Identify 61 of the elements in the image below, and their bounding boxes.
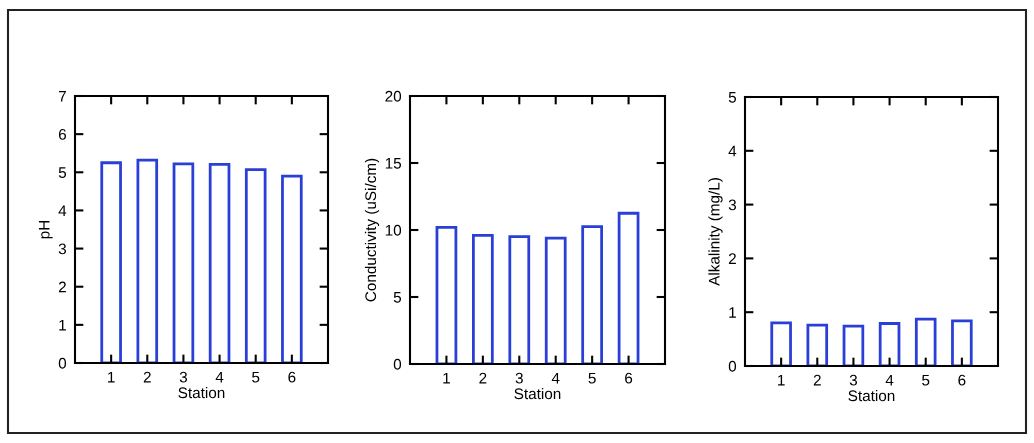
- x-tick-label: 6: [958, 374, 966, 386]
- y-tick-label: 3: [728, 199, 736, 211]
- x-tick-label: 5: [252, 371, 260, 383]
- x-tick-label: 5: [588, 372, 596, 384]
- y-tick-label: 2: [58, 281, 66, 293]
- x-tick-label: 1: [108, 371, 115, 383]
- bar: [617, 211, 640, 364]
- x-tick-label: 3: [179, 371, 188, 383]
- x-tick-label: 2: [813, 374, 821, 386]
- y-tick-label: 5: [728, 92, 737, 103]
- bar: [281, 174, 303, 363]
- bar: [172, 162, 195, 363]
- x-tick-label: 2: [479, 372, 487, 384]
- y-tick-label: 5: [58, 167, 67, 178]
- bar: [581, 225, 603, 364]
- bar: [770, 321, 792, 366]
- x-tick-label: 1: [443, 372, 450, 384]
- y-tick-label: 1: [729, 307, 736, 318]
- x-tick-label: 3: [515, 372, 523, 384]
- y-axis-title: Conductivity (uSi/cm): [364, 158, 380, 302]
- bar: [914, 317, 937, 366]
- bar: [842, 324, 865, 366]
- y-tick-label: 20: [385, 90, 402, 102]
- x-tick-label: 4: [215, 371, 224, 383]
- x-axis-title: Station: [178, 386, 225, 399]
- x-tick-label: 6: [288, 371, 296, 383]
- bar: [508, 235, 531, 364]
- x-axis-title: Station: [514, 387, 561, 400]
- y-tick-label: 15: [385, 158, 402, 169]
- bar: [435, 225, 458, 364]
- y-tick-label: 0: [728, 360, 737, 372]
- bar: [806, 323, 829, 366]
- bar: [244, 168, 267, 363]
- y-tick-label: 3: [58, 243, 66, 255]
- y-tick-label: 0: [58, 357, 67, 369]
- y-axis-title: Alkalinity (mg/L): [708, 178, 723, 286]
- x-tick-label: 3: [849, 374, 858, 386]
- bar: [472, 233, 494, 364]
- x-tick-label: 4: [885, 374, 894, 386]
- y-tick-label: 4: [728, 145, 737, 157]
- bar: [878, 322, 901, 366]
- y-axis-title: pH: [38, 220, 53, 239]
- x-tick-label: 5: [922, 374, 930, 386]
- y-tick-label: 2: [728, 253, 736, 264]
- x-axis-title: Station: [848, 389, 895, 402]
- y-tick-label: 10: [385, 224, 402, 236]
- x-tick-label: 2: [143, 371, 151, 383]
- bar: [951, 319, 973, 366]
- bar: [544, 236, 567, 364]
- bar: [136, 158, 159, 363]
- y-tick-label: 1: [59, 319, 66, 331]
- bar: [208, 162, 231, 363]
- x-tick-label: 4: [551, 372, 560, 384]
- y-tick-label: 5: [393, 292, 402, 303]
- y-tick-label: 6: [58, 129, 66, 140]
- y-tick-label: 0: [393, 358, 402, 370]
- y-tick-label: 7: [58, 91, 66, 102]
- y-tick-label: 4: [58, 205, 67, 216]
- x-tick-label: 6: [625, 372, 633, 384]
- bar: [100, 161, 122, 363]
- x-tick-label: 1: [778, 374, 785, 386]
